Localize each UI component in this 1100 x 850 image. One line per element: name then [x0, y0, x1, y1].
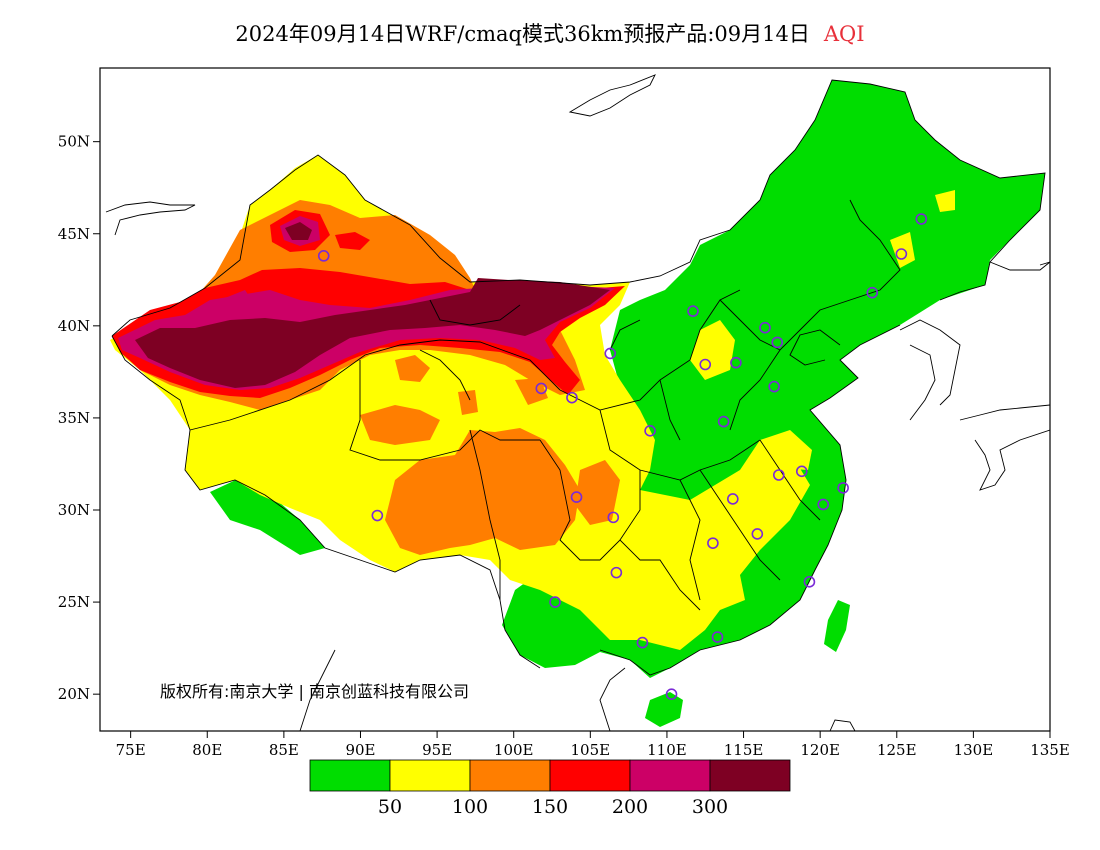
city-marker	[566, 391, 578, 404]
city-marker	[759, 321, 771, 334]
lat-tick-label: 20N	[58, 685, 90, 703]
lat-tick-label: 30N	[58, 501, 90, 519]
map-title: 2024年09月14日WRF/cmaq模式36km预报产品:09月14日 AQI	[0, 18, 1100, 48]
coastlines	[105, 74, 1050, 731]
lon-tick-label: 80E	[192, 741, 222, 759]
colorbar-swatch	[549, 759, 631, 792]
latitude-axis: 50N 45N 40N 35N 30N 25N 20N	[58, 133, 100, 703]
copyright-text: 版权所有:南京大学 | 南京创蓝科技有限公司	[160, 682, 469, 701]
colorbar-label: 50	[378, 796, 402, 818]
colorbar-label: 100	[452, 796, 488, 818]
city-marker	[644, 425, 656, 437]
colorbar-label: 300	[692, 796, 728, 818]
city-marker	[817, 498, 830, 511]
map-content	[105, 74, 1050, 731]
aqi-patch-yellow-1	[690, 320, 735, 380]
lon-tick-label: 75E	[116, 741, 146, 759]
lat-tick-label: 50N	[58, 133, 90, 151]
city-marker	[866, 286, 879, 299]
city-marker	[895, 248, 908, 260]
lon-tick-label: 105E	[571, 741, 611, 759]
lon-tick-label: 85E	[269, 741, 299, 759]
lon-tick-label: 100E	[494, 741, 534, 759]
lon-tick-label: 120E	[800, 741, 840, 759]
title-variable: AQI	[823, 22, 865, 46]
aqi-patch-yellow-4	[935, 190, 955, 212]
aqi-patch-orange-3	[395, 355, 430, 382]
lon-tick-label: 95E	[422, 741, 452, 759]
city-marker	[707, 537, 719, 549]
map-frame	[99, 67, 1051, 732]
colorbar-swatch	[469, 759, 551, 792]
lon-tick-label: 115E	[724, 741, 764, 759]
city-markers	[317, 213, 928, 700]
city-marker	[915, 213, 928, 225]
longitude-axis: 75E 80E 85E 90E 95E 100E 105E 110E 115E 120E 125E 1…	[116, 731, 1070, 759]
borders	[111, 79, 1046, 676]
title-main: 2024年09月14日WRF/cmaq模式36km预报产品:09月14日	[235, 22, 810, 46]
colorbar-swatch	[309, 759, 391, 792]
city-marker	[717, 415, 730, 428]
city-marker	[771, 336, 784, 349]
city-marker	[636, 636, 649, 649]
lat-tick-label: 25N	[58, 593, 90, 611]
city-marker	[803, 576, 816, 588]
colorbar-label: 150	[532, 796, 568, 818]
city-marker	[604, 347, 617, 360]
aqi-patch-orange-4	[458, 390, 478, 415]
colorbar-swatch	[629, 759, 711, 792]
lat-tick-label: 35N	[58, 409, 90, 427]
city-marker	[727, 493, 739, 505]
aqi-region-maroon	[135, 278, 610, 388]
aqi-region-orange-south	[385, 428, 580, 555]
colorbar: 50 100 150 200 300	[309, 759, 791, 818]
city-marker	[570, 491, 583, 503]
city-marker	[730, 356, 742, 369]
city-marker	[687, 305, 699, 317]
aqi-patch-purple-2	[225, 290, 255, 315]
aqi-patch-yellow-3	[890, 232, 915, 268]
aqi-patch-maroon-1	[285, 222, 312, 240]
city-marker	[837, 482, 849, 494]
city-marker	[768, 380, 780, 393]
lon-tick-label: 110E	[647, 741, 687, 759]
aqi-region-hainan	[645, 692, 683, 727]
lat-tick-label: 45N	[58, 225, 90, 243]
lon-tick-label: 125E	[877, 741, 917, 759]
colorbar-swatch	[389, 759, 471, 792]
aqi-patch-orange-2	[360, 405, 440, 445]
lon-tick-label: 90E	[345, 741, 375, 759]
lon-tick-label: 135E	[1030, 741, 1070, 759]
colorbar-label: 200	[612, 796, 648, 818]
lon-tick-label: 130E	[954, 741, 994, 759]
city-marker	[711, 631, 724, 643]
city-marker	[772, 469, 785, 481]
aqi-region-taiwan	[824, 600, 850, 652]
city-marker	[549, 596, 561, 608]
lat-tick-label: 40N	[58, 317, 90, 335]
aqi-region-tibet-green	[210, 478, 325, 555]
aqi-patch-orange-1	[575, 460, 620, 525]
city-marker	[751, 528, 764, 540]
city-marker	[610, 566, 623, 579]
city-marker	[371, 509, 384, 522]
colorbar-swatch	[709, 759, 791, 792]
city-marker	[699, 358, 712, 371]
city-marker	[317, 250, 330, 262]
city-marker	[665, 688, 678, 700]
aqi-patch-orange-5	[515, 378, 548, 405]
city-marker	[535, 382, 548, 395]
city-marker	[607, 511, 620, 524]
aqi-patch-yellow-2	[760, 430, 812, 470]
aqi-patch-red-2	[335, 232, 370, 250]
city-marker	[795, 465, 808, 478]
